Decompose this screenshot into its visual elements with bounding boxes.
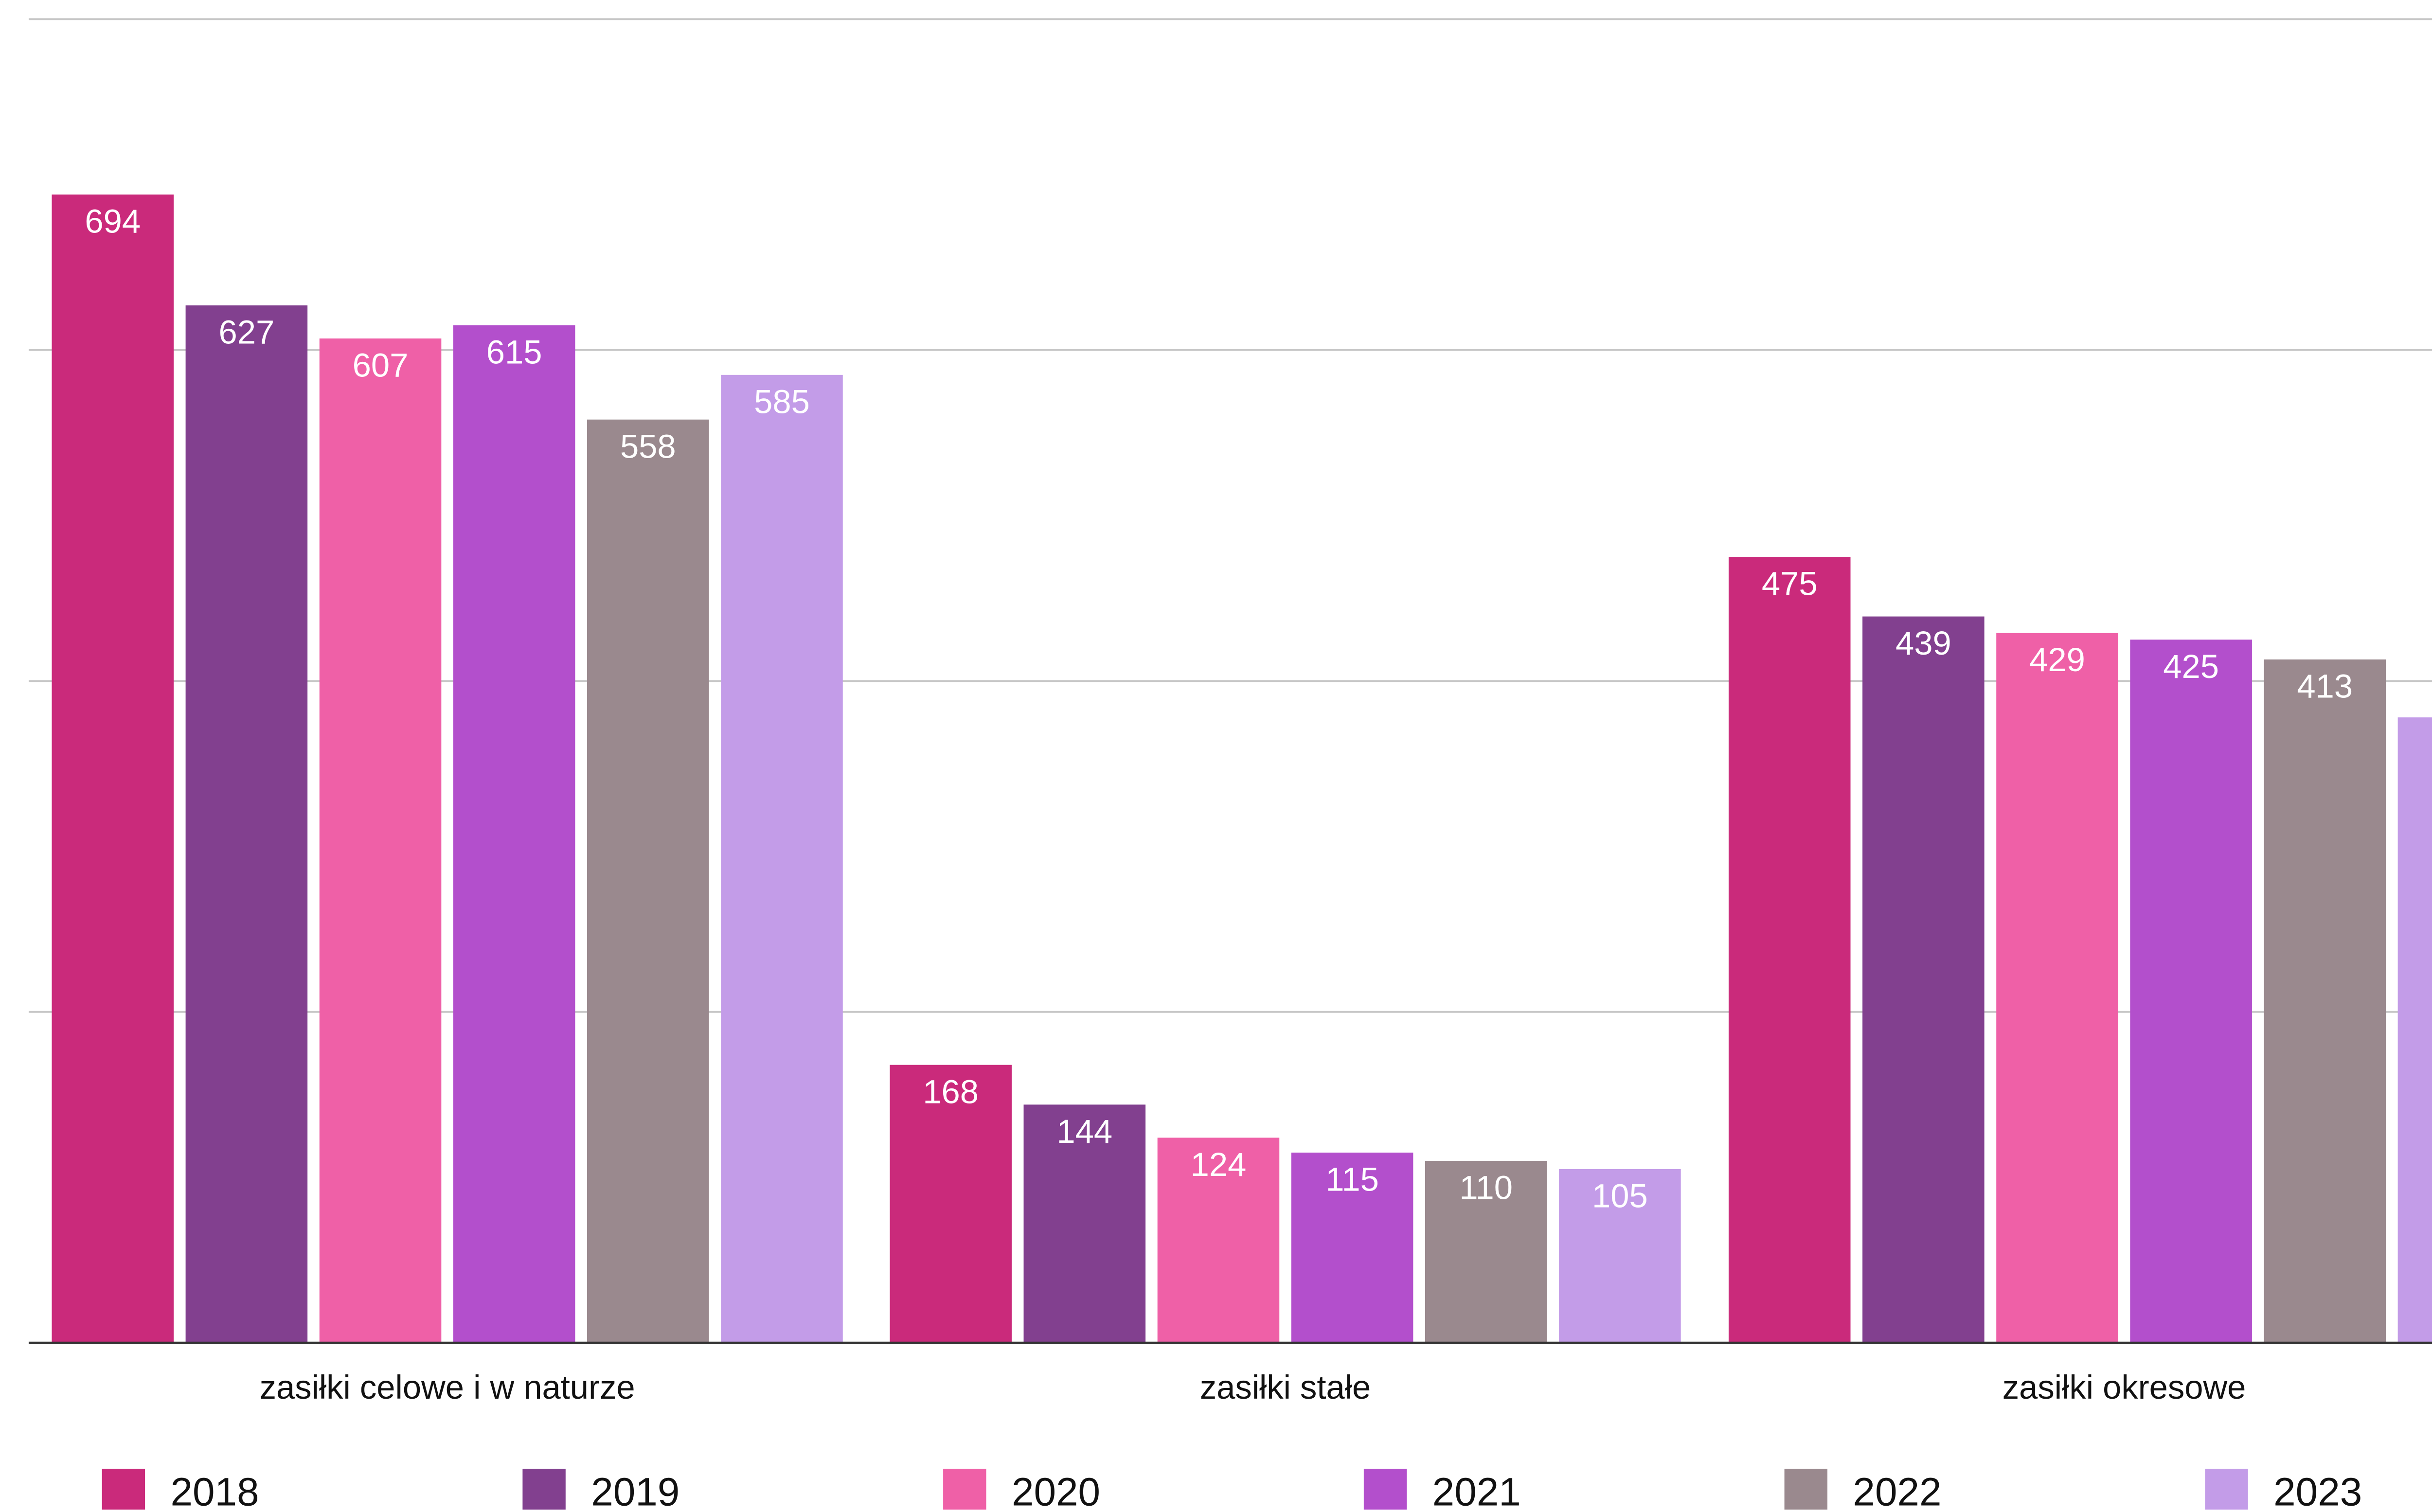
legend-label: 2019: [591, 1470, 680, 1510]
data-label: 425: [2163, 648, 2219, 685]
bar-2019-group-2: [1023, 1104, 1146, 1343]
bar-2022-group-1: [587, 419, 709, 1343]
legend-label: 2022: [1853, 1470, 1941, 1510]
bar-2020-group-1: [319, 338, 442, 1343]
data-label: 378: [2431, 726, 2432, 763]
data-label: 429: [2029, 641, 2085, 678]
bar-2019-group-1: [185, 305, 308, 1343]
legend-item-2020: 2020: [943, 1469, 1100, 1512]
bars: [52, 194, 2432, 1343]
bar-2020-group-3: [1996, 633, 2118, 1343]
data-label: 168: [923, 1073, 979, 1110]
bar-2020-group-2: [1157, 1138, 1280, 1343]
legend: 2018 2019 2020 2021 2022 2023: [102, 1469, 2362, 1512]
data-label: 475: [1762, 565, 1818, 603]
data-label: 558: [620, 427, 676, 465]
data-label: 110: [1459, 1169, 1513, 1207]
data-label: 105: [1592, 1177, 1648, 1215]
bar-2021-group-3: [2130, 640, 2252, 1343]
legend-swatch: [1784, 1469, 1828, 1512]
data-label: 439: [1896, 624, 1951, 662]
legend-swatch: [522, 1469, 566, 1512]
legend-label: 2021: [1432, 1470, 1521, 1510]
data-label: 585: [754, 383, 810, 420]
bar-2021-group-2: [1291, 1152, 1413, 1343]
data-label: 627: [219, 314, 275, 351]
legend-item-2021: 2021: [1363, 1469, 1521, 1512]
bar-2019-group-3: [1862, 616, 1985, 1343]
category-label: zasiłki okresowe: [2003, 1369, 2246, 1406]
data-label: 615: [486, 333, 542, 371]
legend-label: 2023: [2273, 1470, 2362, 1510]
data-labels: 694 627 607 615 558 585 168 144 124 115 110 105 475 4…: [85, 203, 2432, 1215]
bar-2023-group-1: [721, 374, 843, 1343]
bar-2021-group-1: [453, 325, 575, 1343]
legend-label: 2020: [1012, 1470, 1100, 1510]
data-label: 124: [1191, 1146, 1247, 1183]
data-label: 115: [1325, 1161, 1379, 1198]
data-label: 413: [2297, 668, 2353, 705]
bar-2018-group-1: [52, 194, 174, 1343]
bar-2023-group-3: [2397, 717, 2432, 1343]
bar-2022-group-3: [2264, 659, 2386, 1343]
legend-label: 2018: [170, 1470, 259, 1510]
bar-2022-group-2: [1425, 1160, 1547, 1343]
data-label: 607: [353, 347, 409, 384]
data-label: 694: [85, 203, 141, 240]
legend-swatch: [102, 1469, 145, 1512]
category-label: zasiłki stałe: [1200, 1369, 1371, 1406]
legend-item-2019: 2019: [522, 1469, 680, 1512]
x-axis: zasiłki celowe i w naturze zasiłki stałe z…: [28, 1341, 2432, 1406]
legend-swatch: [1363, 1469, 1407, 1512]
legend-swatch: [2205, 1469, 2248, 1512]
legend-item-2022: 2022: [1784, 1469, 1942, 1512]
bar-2018-group-3: [1728, 557, 1851, 1343]
legend-swatch: [943, 1469, 986, 1512]
legend-item-2023: 2023: [2205, 1469, 2362, 1512]
data-label: 144: [1056, 1113, 1112, 1150]
bar-2018-group-2: [890, 1065, 1012, 1343]
category-label: zasiłki celowe i w naturze: [260, 1369, 635, 1406]
bar-2023-group-2: [1559, 1169, 1681, 1343]
legend-item-2018: 2018: [102, 1469, 259, 1512]
